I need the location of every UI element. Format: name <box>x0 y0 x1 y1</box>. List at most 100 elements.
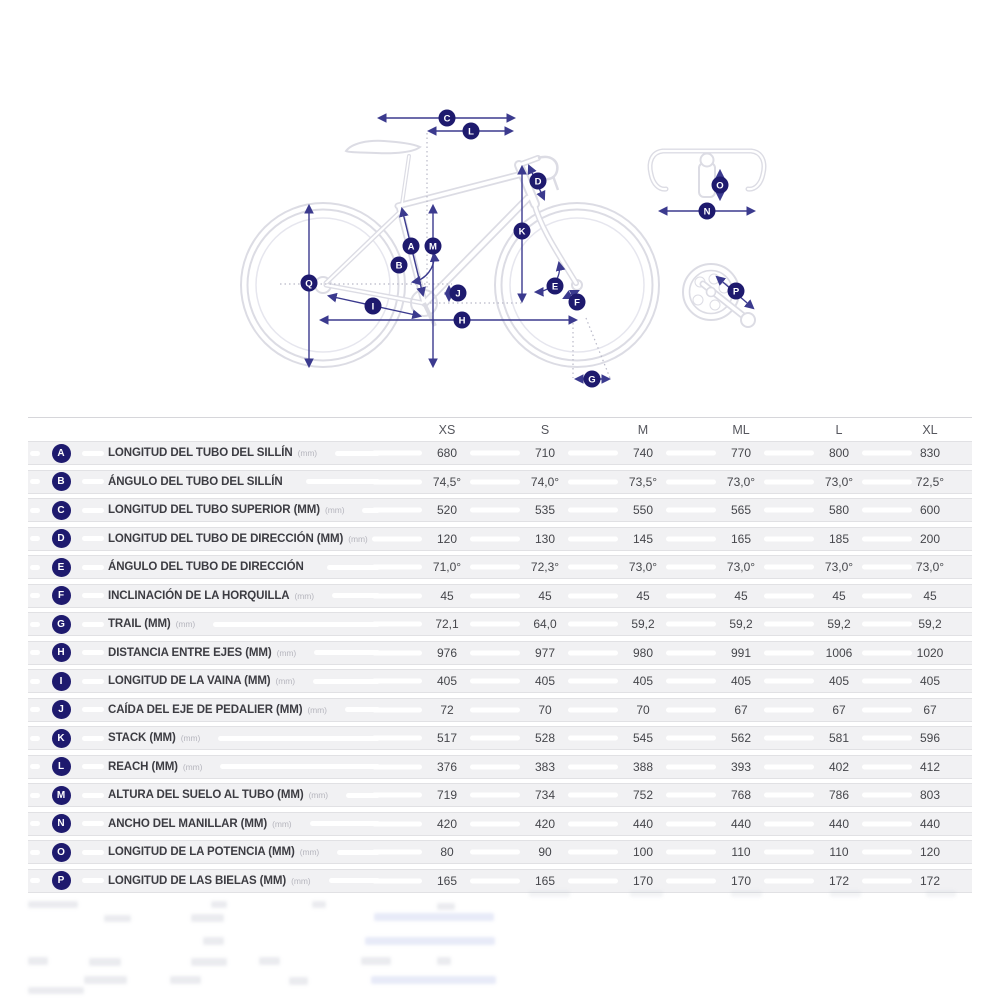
row-value-xl: 72,5° <box>888 475 972 489</box>
row-letter-badge: L <box>51 757 71 776</box>
marker-L-icon: L <box>462 122 480 140</box>
marker-B-icon: B <box>390 256 408 274</box>
row-label: LONGITUD DE LA VAINA (MM) (mm) <box>108 675 295 687</box>
row-edge-dash <box>30 878 44 883</box>
row-value-xl: 405 <box>888 674 972 688</box>
row-value-xl: 73,0° <box>888 560 972 574</box>
row-letter-badge: B <box>51 472 71 491</box>
row-value-xs: 405 <box>398 674 496 688</box>
row-value-xs: 71,0° <box>398 560 496 574</box>
row-value-ml: 110 <box>692 845 790 859</box>
table-row: G TRAIL (MM) (mm) 72,1 64,0 59,2 59,2 59,… <box>28 612 972 636</box>
row-unit: (mm) <box>294 590 315 601</box>
row-edge-dash <box>30 536 44 541</box>
table-row: L REACH (MM) (mm) 376 383 388 393 402 412 <box>28 754 972 779</box>
table-row: O LONGITUD DE LA POTENCIA (MM) (mm) 80 90… <box>28 840 972 864</box>
svg-text:L: L <box>468 126 474 137</box>
row-letter-badge: O <box>51 842 71 862</box>
row-edge-dash <box>30 707 44 712</box>
row-value-ml: 991 <box>692 646 790 660</box>
row-value-l: 1006 <box>790 646 888 660</box>
row-value-xl: 600 <box>888 503 972 517</box>
row-value-xs: 165 <box>398 874 496 888</box>
row-value-ml: 170 <box>692 874 790 888</box>
row-value-xl: 172 <box>888 874 972 888</box>
row-value-ml: 565 <box>692 503 790 517</box>
marker-H-icon: H <box>453 311 471 329</box>
row-edge-dash <box>30 849 44 855</box>
row-dash <box>78 564 108 570</box>
row-value-m: 59,2 <box>594 617 692 631</box>
marker-N-icon: N <box>698 202 716 220</box>
row-value-m: 70 <box>594 703 692 717</box>
row-edge-dash <box>30 593 44 598</box>
row-value-l: 405 <box>790 674 888 688</box>
row-dash <box>78 621 108 627</box>
row-value-ml: 768 <box>692 788 790 802</box>
row-value-l: 59,2 <box>790 617 888 631</box>
row-gap-dash <box>317 450 398 456</box>
row-value-s: 45 <box>496 589 594 603</box>
row-value-s: 405 <box>496 674 594 688</box>
row-value-ml: 562 <box>692 731 790 745</box>
row-gap-dash <box>309 564 398 570</box>
table-row: H DISTANCIA ENTRE EJES (MM) (mm) 976 977 … <box>28 640 972 665</box>
row-gap-dash <box>295 678 398 684</box>
row-value-m: 73,0° <box>594 560 692 574</box>
row-label: LONGITUD DE LA POTENCIA (MM) (mm) <box>108 846 320 858</box>
table-row: J CAÍDA DEL EJE DE PEDALIER (MM) (mm) 72 … <box>28 697 972 722</box>
row-value-xl: 830 <box>888 446 972 460</box>
svg-text:B: B <box>396 260 403 271</box>
row-gap-dash <box>296 650 398 655</box>
row-value-ml: 393 <box>692 760 790 774</box>
row-value-l: 402 <box>790 760 888 774</box>
row-value-m: 73,5° <box>594 475 692 489</box>
row-value-s: 383 <box>496 760 594 774</box>
row-unit: (mm) <box>175 619 196 629</box>
row-dash <box>78 479 108 484</box>
size-header-l: L <box>835 422 843 437</box>
table-row: K STACK (MM) (mm) 517 528 545 562 581 596 <box>28 726 972 750</box>
row-dash <box>78 792 108 798</box>
row-value-l: 786 <box>790 788 888 802</box>
row-value-ml: 440 <box>692 817 790 831</box>
marker-M-icon: M <box>424 237 442 255</box>
row-label: ANCHO DEL MANILLAR (MM) (mm) <box>108 817 292 830</box>
row-value-s: 72,3° <box>496 560 594 574</box>
marker-C-icon: C <box>438 109 456 127</box>
row-dash <box>78 878 108 883</box>
row-edge-dash <box>30 650 44 655</box>
row-value-s: 535 <box>496 503 594 517</box>
row-letter-badge: F <box>51 586 71 605</box>
row-letter-badge: C <box>51 500 71 520</box>
row-letter-badge: N <box>51 814 71 833</box>
row-value-xs: 74,5° <box>398 475 496 489</box>
table-row: D LONGITUD DEL TUBO DE DIRECCIÓN (MM) (mm… <box>28 526 972 551</box>
row-letter-badge: I <box>51 671 71 691</box>
row-value-l: 45 <box>790 589 888 603</box>
row-value-xs: 680 <box>398 446 496 460</box>
row-value-m: 752 <box>594 788 692 802</box>
row-letter-badge: K <box>51 728 71 748</box>
svg-text:C: C <box>444 113 451 124</box>
row-value-xs: 45 <box>398 589 496 603</box>
row-dash <box>78 821 108 826</box>
row-value-m: 405 <box>594 674 692 688</box>
row-value-s: 420 <box>496 817 594 831</box>
row-value-xl: 1020 <box>888 646 972 660</box>
row-dash <box>78 450 108 456</box>
table-row: C LONGITUD DEL TUBO SUPERIOR (MM) (mm) 52… <box>28 498 972 522</box>
row-unit: (mm) <box>348 533 368 544</box>
row-value-xl: 45 <box>888 589 972 603</box>
row-unit: (mm) <box>325 505 345 515</box>
row-value-l: 110 <box>790 845 888 859</box>
row-value-l: 185 <box>790 532 888 546</box>
row-value-xl: 412 <box>888 760 972 774</box>
svg-text:I: I <box>372 301 375 312</box>
row-letter-badge: J <box>51 700 71 719</box>
svg-text:P: P <box>733 286 740 297</box>
row-label: LONGITUD DE LAS BIELAS (MM) (mm) <box>108 874 311 887</box>
row-unit: (mm) <box>276 647 297 658</box>
row-value-l: 580 <box>790 503 888 517</box>
row-letter-badge: A <box>51 443 71 463</box>
